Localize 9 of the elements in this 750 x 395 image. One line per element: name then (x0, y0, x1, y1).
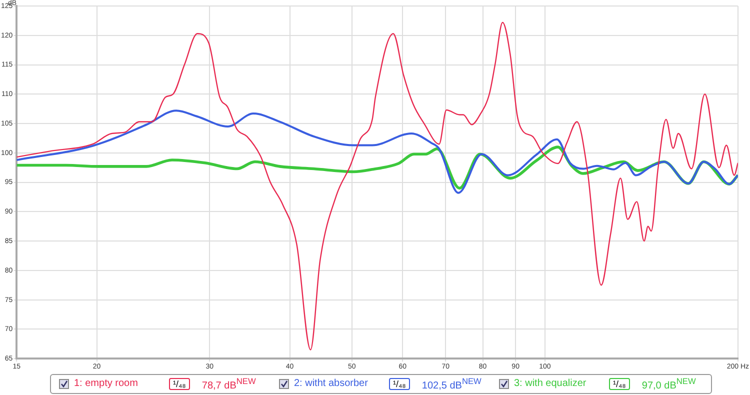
text: 3: with equalizer (514, 378, 588, 390)
text: 97,0 dB$^{NEW}$ (642, 376, 696, 392)
text: ¹/₄₈ (389, 378, 410, 390)
text: ¹/₄₈ (169, 378, 190, 390)
text: 102,5 dB$^{NEW}$ (422, 376, 482, 392)
text: 78,7 dB$^{NEW}$ (202, 376, 256, 392)
text: ¹/₄₈ (609, 378, 630, 390)
text: 2: witht absorber (294, 378, 369, 390)
text: 1: empty room (74, 378, 139, 390)
